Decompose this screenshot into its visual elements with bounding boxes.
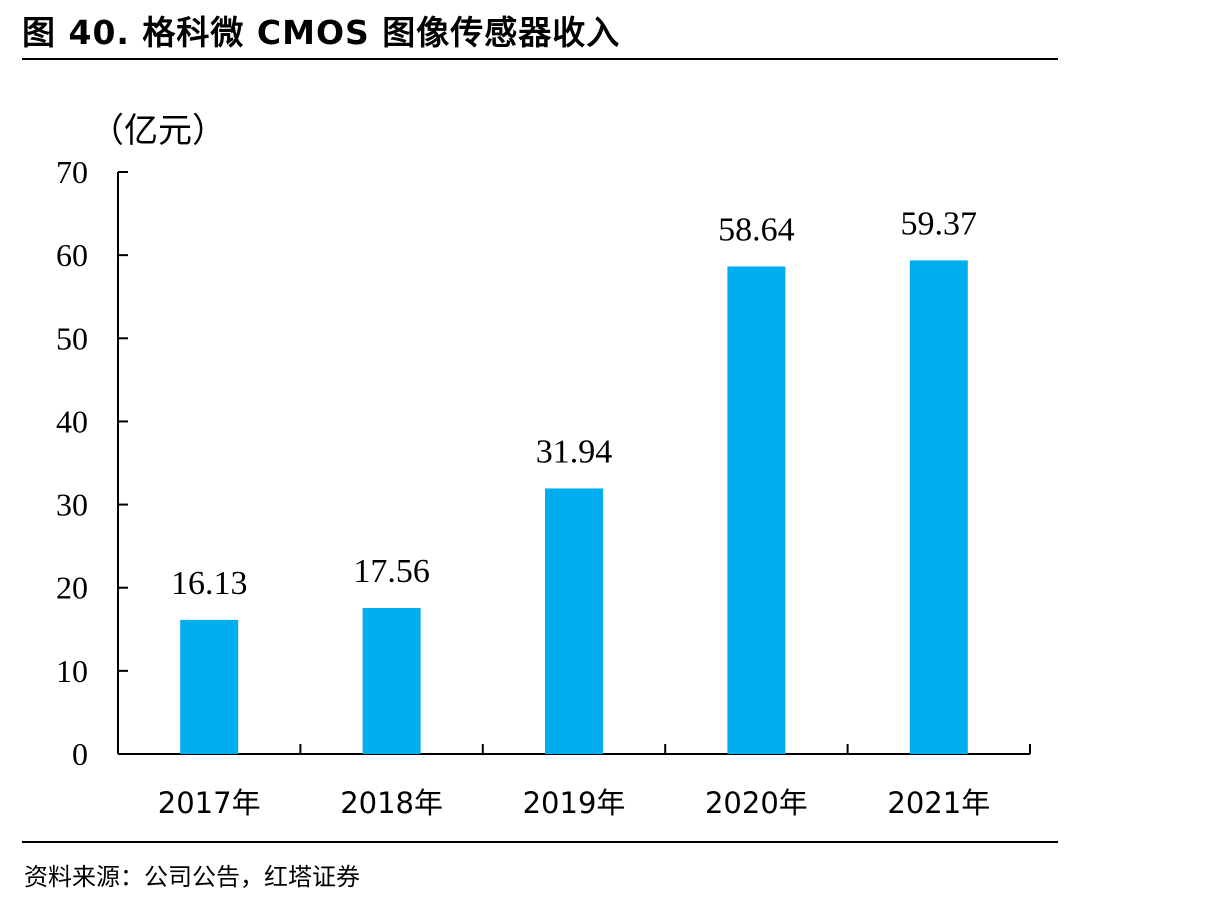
y-axis-unit-label: （亿元） (90, 111, 226, 151)
x-tick-label: 2018年 (340, 786, 443, 820)
x-tick-label: 2020年 (705, 786, 808, 820)
bar-2020年 (727, 266, 786, 754)
data-label: 16.13 (171, 565, 248, 602)
data-label: 59.37 (901, 205, 978, 242)
title-divider (22, 58, 1058, 60)
bar-2018年 (362, 608, 421, 754)
y-tick-label: 70 (56, 154, 88, 190)
bar-2017年 (180, 619, 239, 754)
source-divider (22, 841, 1058, 843)
y-tick-label: 0 (72, 736, 88, 772)
data-label: 58.64 (718, 211, 795, 248)
bar-2019年 (545, 488, 603, 754)
y-tick-label: 10 (56, 653, 88, 689)
x-tick-label: 2017年 (158, 786, 261, 820)
x-tick-label: 2019年 (523, 786, 626, 820)
bar-2021年 (909, 260, 968, 754)
y-tick-label: 20 (56, 570, 88, 606)
y-tick-label: 40 (56, 403, 88, 439)
y-tick-label: 30 (56, 487, 88, 523)
y-tick-label: 60 (56, 237, 88, 273)
y-tick-label: 50 (56, 320, 88, 356)
data-label: 17.56 (353, 553, 430, 590)
chart-title: 图 40. 格科微 CMOS 图像传感器收入 (22, 13, 621, 52)
x-tick-label: 2021年 (887, 786, 990, 820)
data-label: 31.94 (536, 433, 613, 470)
source-note: 资料来源：公司公告，红塔证券 (24, 863, 360, 891)
